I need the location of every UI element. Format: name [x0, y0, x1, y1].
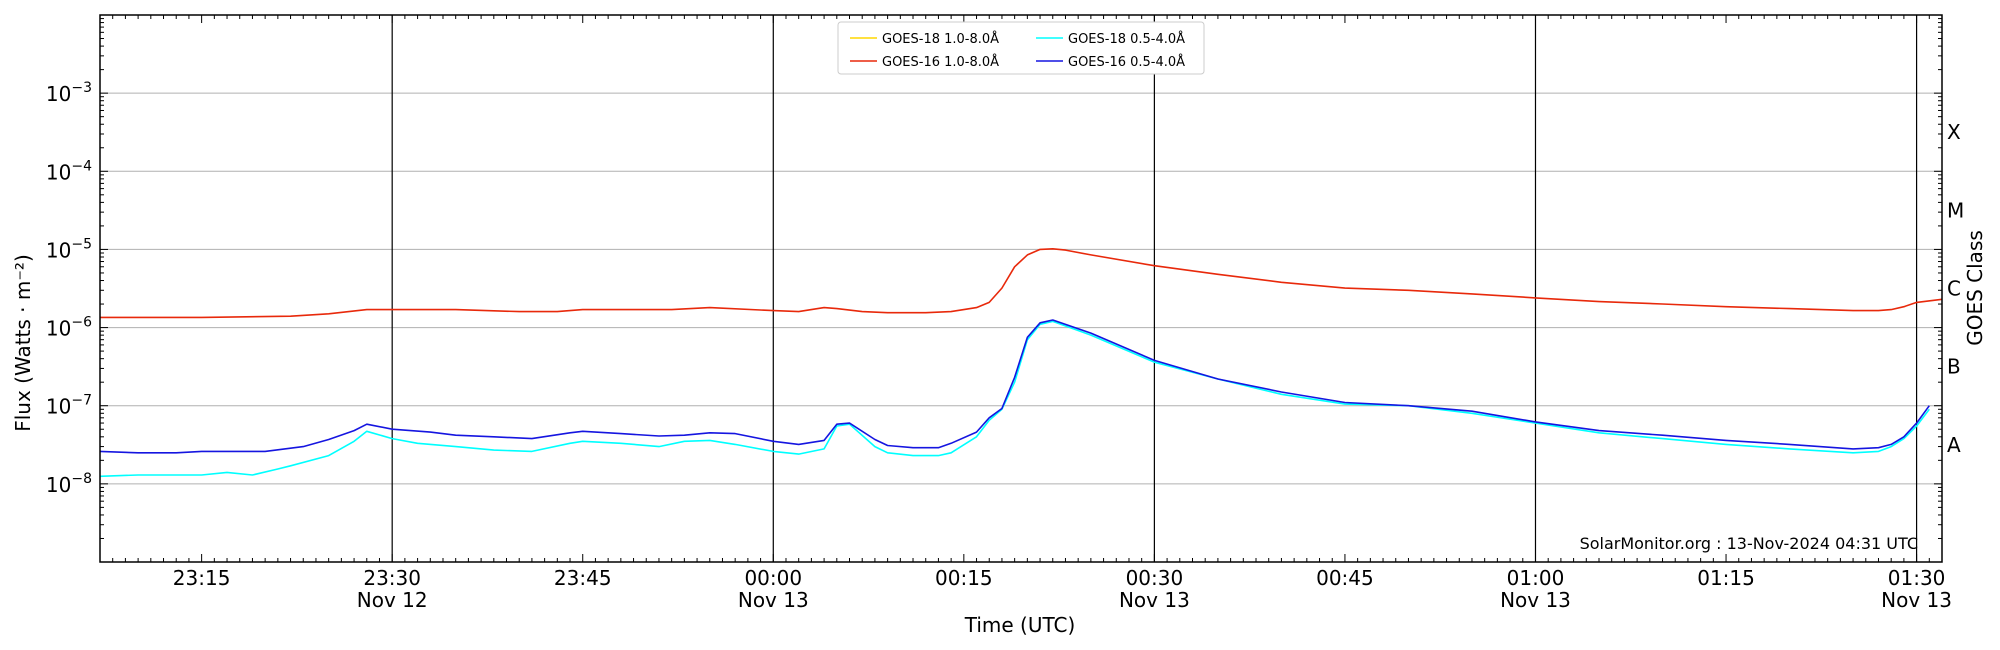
x-tick-sublabel: Nov 13 — [738, 588, 809, 612]
series-line — [100, 248, 1943, 319]
goes-class-label: B — [1947, 355, 1961, 379]
goes-class-labels: A B C M X — [1947, 120, 1964, 457]
series-line — [99, 319, 1930, 454]
x-tick-label: 23:15 — [173, 566, 231, 590]
x-tick-sublabel: Nov 13 — [1881, 588, 1952, 612]
axis-ticks — [99, 14, 1943, 563]
series-lines — [99, 248, 1943, 478]
legend-box — [837, 21, 1205, 75]
x-tick-sublabel: Nov 12 — [357, 588, 428, 612]
series-line — [99, 320, 1930, 478]
x-tick-sublabel: Nov 13 — [1500, 588, 1571, 612]
x-tick-label: 00:15 — [935, 566, 993, 590]
y-tick-label: 10−8 — [46, 471, 92, 497]
x-tick-sublabel: Nov 13 — [1119, 588, 1190, 612]
goes-class-label: X — [1947, 120, 1961, 144]
grid-lines — [100, 92, 1942, 485]
x-tick-label: 01:30 — [1888, 566, 1946, 590]
x-tick-label: 23:30 — [363, 566, 421, 590]
x-tick-label: 01:15 — [1697, 566, 1755, 590]
legend: GOES-18 1.0-8.0Å GOES-16 1.0-8.0Å GOES-18 … — [837, 21, 1205, 75]
y-tick-label: 10−7 — [46, 393, 92, 419]
y-tick-label: 10−3 — [46, 80, 92, 106]
x-tick-label: 23:45 — [554, 566, 612, 590]
y-tick-label: 10−4 — [46, 158, 92, 184]
legend-label: GOES-18 1.0-8.0Å — [882, 31, 999, 47]
legend-label: GOES-16 1.0-8.0Å — [882, 54, 999, 70]
goes-class-label: C — [1947, 277, 1961, 301]
y-tick-label: 10−5 — [46, 236, 92, 262]
plot-area-frame — [99, 14, 1943, 563]
day-separator-lines — [391, 15, 1918, 562]
goes-class-label: M — [1947, 198, 1964, 222]
watermark: SolarMonitor.org : 13-Nov-2024 04:31 UTC — [1580, 534, 1918, 553]
legend-label: GOES-18 0.5-4.0Å — [1068, 31, 1185, 47]
x-tick-label: 01:00 — [1507, 566, 1565, 590]
x-tick-label: 00:45 — [1316, 566, 1374, 590]
goes-class-label: A — [1947, 433, 1961, 457]
y-tick-label: 10−6 — [46, 315, 92, 341]
y-axis-right-title: GOES Class — [1963, 230, 1987, 346]
legend-label: GOES-16 0.5-4.0Å — [1068, 54, 1185, 70]
y-tick-labels: 10−8 10−7 10−6 10−5 10−4 10−3 — [46, 80, 92, 497]
x-tick-label: 00:30 — [1126, 566, 1184, 590]
x-tick-label: 00:00 — [744, 566, 802, 590]
y-axis-title: Flux (Watts · m⁻²) — [11, 254, 35, 432]
x-axis-title: Time (UTC) — [964, 613, 1076, 637]
